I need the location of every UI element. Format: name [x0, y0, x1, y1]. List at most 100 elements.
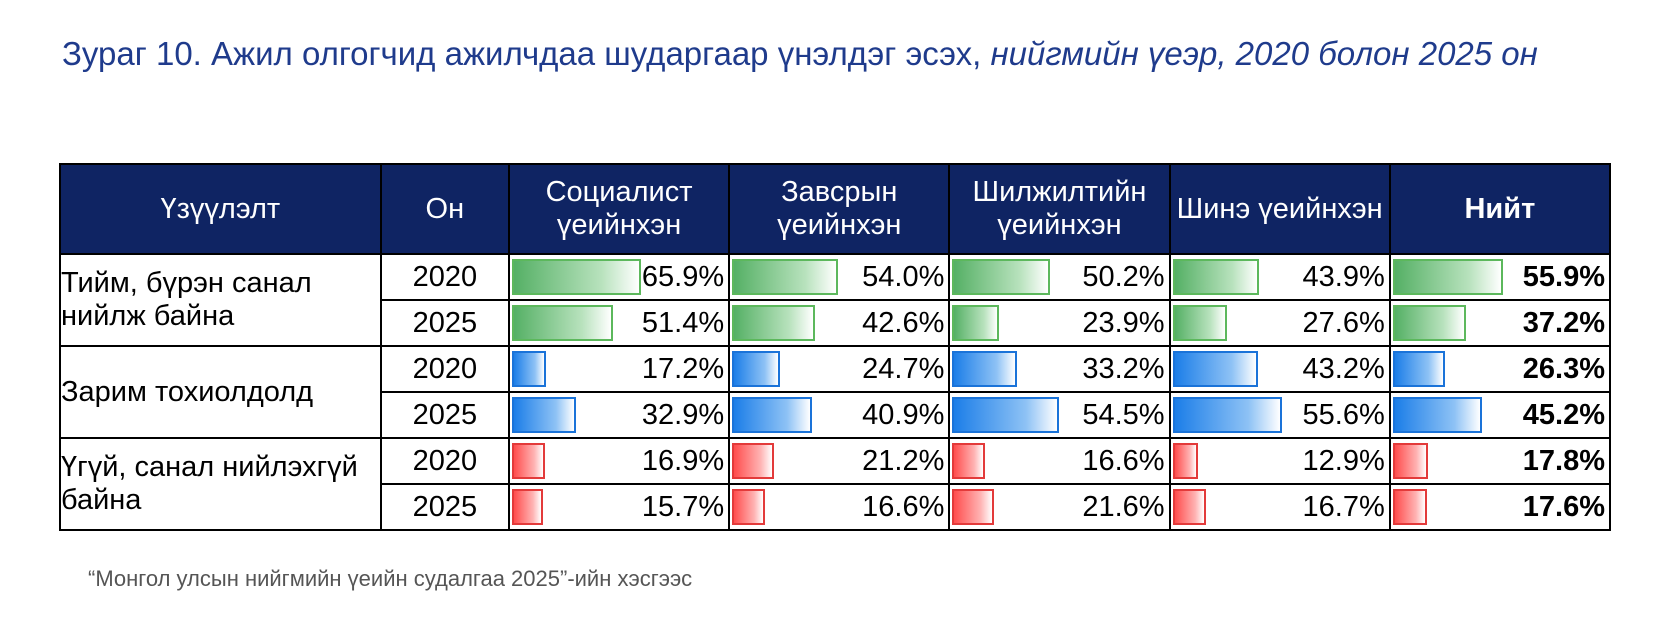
- data-label: 55.6%: [1302, 399, 1385, 431]
- data-label: 33.2%: [1082, 353, 1165, 385]
- data-bar: [511, 259, 641, 295]
- data-label: 21.6%: [1082, 491, 1165, 523]
- table-row: Зарим тохиолдолд 2020 17.2% 24.7% 33.2% 43.2%…: [59, 345, 1612, 439]
- data-table: Үзүүлэлт Он Социалист үеийнхэн Завсрын ү…: [59, 163, 1612, 531]
- data-label: 16.6%: [862, 491, 945, 523]
- row-year: 2025: [379, 391, 510, 439]
- value-cell: 54.5%: [948, 391, 1171, 439]
- data-label: 32.9%: [641, 399, 725, 431]
- data-bar: [1392, 443, 1428, 479]
- data-label: 16.6%: [1082, 445, 1165, 477]
- data-label: 50.2%: [1082, 261, 1165, 293]
- value-cell: 55.9%: [1388, 253, 1612, 301]
- data-label: 17.2%: [641, 353, 725, 385]
- data-bar: [511, 305, 613, 341]
- row-year: 2020: [379, 345, 510, 393]
- data-label: 15.7%: [641, 491, 725, 523]
- data-bar: [952, 351, 1018, 387]
- header-socialist: Социалист үеийнхэн: [507, 163, 731, 255]
- data-bar: [952, 489, 995, 525]
- data-label: 16.9%: [641, 445, 725, 477]
- data-label: 54.0%: [862, 261, 945, 293]
- header-shift: Шилжилтийн үеийнхэн: [948, 163, 1171, 255]
- value-cell: 33.2%: [948, 345, 1171, 393]
- data-label: 16.7%: [1302, 491, 1385, 523]
- data-label: 65.9%: [641, 261, 725, 293]
- data-label: 26.3%: [1522, 353, 1605, 385]
- value-cell: 37.2%: [1388, 299, 1612, 347]
- value-cell: 65.9%: [507, 253, 731, 301]
- value-cell: 27.6%: [1168, 299, 1391, 347]
- data-bar: [732, 489, 766, 525]
- table-row: 2025 51.4% 42.6% 23.9% 27.6% 37.2%: [60, 299, 1612, 347]
- data-bar: [1172, 397, 1282, 433]
- data-bar: [952, 397, 1060, 433]
- value-cell: 24.7%: [728, 345, 951, 393]
- value-cell: 32.9%: [507, 391, 731, 439]
- chart-title-main: Зураг 10. Ажил олгогчид ажилчдаа шударга…: [62, 35, 982, 72]
- data-bar: [732, 305, 816, 341]
- data-bar: [952, 443, 986, 479]
- value-cell: 50.2%: [948, 253, 1171, 301]
- value-cell: 54.0%: [728, 253, 951, 301]
- value-cell: 12.9%: [1168, 437, 1391, 485]
- table-row: Тийм, бүрэн санал нийлж байна 2020 65.9% 54…: [59, 253, 1612, 347]
- value-cell: 16.9%: [507, 437, 731, 485]
- value-cell: 16.6%: [728, 483, 951, 531]
- data-bar: [952, 305, 1000, 341]
- data-label: 17.6%: [1522, 491, 1605, 523]
- data-label: 43.2%: [1302, 353, 1385, 385]
- row-category-label: Үгүй, санал нийлэхгүй байна: [59, 437, 382, 531]
- data-bar: [732, 259, 839, 295]
- value-cell: 42.6%: [728, 299, 951, 347]
- data-label: 40.9%: [862, 399, 945, 431]
- data-bar: [1172, 305, 1227, 341]
- data-label: 45.2%: [1522, 399, 1605, 431]
- value-cell: 51.4%: [507, 299, 731, 347]
- data-label: 24.7%: [862, 353, 945, 385]
- data-bar: [1392, 259, 1503, 295]
- chart-title-italic: нийгмийн үеэр, 2020 болон 2025 он: [990, 35, 1538, 72]
- chart-title: Зураг 10. Ажил олгогчид ажилчдаа шударга…: [62, 30, 1622, 77]
- data-bar: [511, 351, 546, 387]
- value-cell: 40.9%: [728, 391, 951, 439]
- data-bar: [1392, 397, 1482, 433]
- table-row: Үгүй, санал нийлэхгүй байна 2020 16.9% 21.2…: [59, 437, 1612, 531]
- value-cell: 21.2%: [728, 437, 951, 485]
- value-cell: 45.2%: [1388, 391, 1612, 439]
- header-row: Үзүүлэлт Он Социалист үеийнхэн Завсрын ү…: [59, 163, 1612, 255]
- data-label: 55.9%: [1522, 261, 1605, 293]
- data-label: 27.6%: [1302, 307, 1385, 339]
- data-bar: [1392, 305, 1466, 341]
- data-bar: [511, 397, 576, 433]
- value-cell: 23.9%: [948, 299, 1171, 347]
- data-label: 43.9%: [1302, 261, 1385, 293]
- value-cell: 15.7%: [507, 483, 731, 531]
- value-cell: 17.6%: [1388, 483, 1612, 531]
- data-label: 23.9%: [1082, 307, 1165, 339]
- data-label: 54.5%: [1082, 399, 1165, 431]
- data-bar: [1172, 489, 1206, 525]
- header-new: Шинэ үеийнхэн: [1168, 163, 1391, 255]
- table-row: 2025 32.9% 40.9% 54.5% 55.6% 45.2%: [60, 391, 1612, 439]
- data-bar: [1392, 351, 1445, 387]
- value-cell: 26.3%: [1388, 345, 1612, 393]
- data-bar: [1392, 489, 1427, 525]
- row-year: 2020: [379, 253, 510, 301]
- row-year: 2025: [379, 483, 510, 531]
- data-bar: [1172, 351, 1258, 387]
- value-cell: 43.9%: [1168, 253, 1391, 301]
- header-transitional: Завсрын үеийнхэн: [728, 163, 951, 255]
- data-label: 12.9%: [1302, 445, 1385, 477]
- value-cell: 55.6%: [1168, 391, 1391, 439]
- header-total: Нийт: [1388, 163, 1612, 255]
- data-bar: [1172, 443, 1198, 479]
- header-year: Он: [379, 163, 510, 255]
- data-bar: [952, 259, 1051, 295]
- data-bar: [732, 397, 813, 433]
- row-category-label: Зарим тохиолдолд: [59, 345, 382, 439]
- data-bar: [511, 489, 543, 525]
- row-year: 2020: [379, 437, 510, 485]
- header-category: Үзүүлэлт: [59, 163, 382, 255]
- data-bar: [732, 351, 781, 387]
